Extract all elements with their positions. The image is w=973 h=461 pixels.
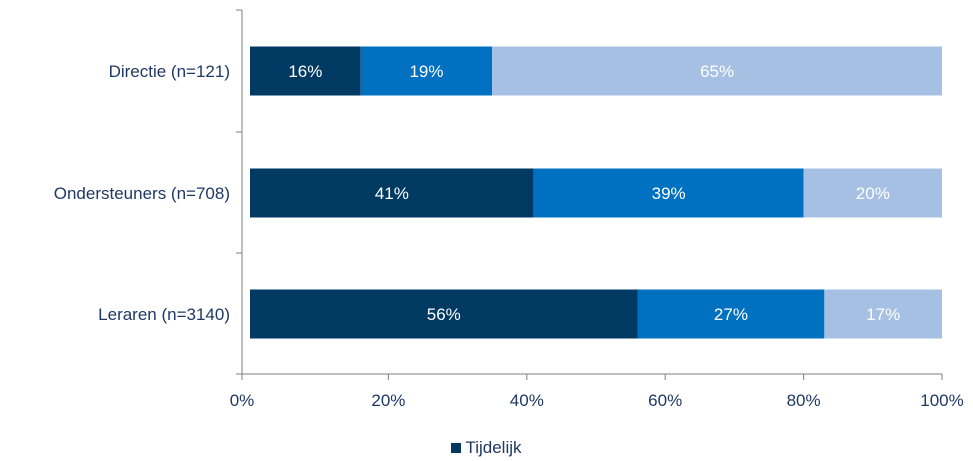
x-tick-label: 80% [787,391,821,410]
x-tick-label: 20% [371,391,405,410]
data-label: 27% [714,305,748,324]
data-label: 41% [375,184,409,203]
x-tick-label: 40% [510,391,544,410]
bar-segment [824,289,942,339]
x-tick-label: 100% [920,391,963,410]
bar-segment [803,168,942,218]
category-label: Ondersteuners (n=708) [54,184,230,203]
bar-segment [250,46,361,96]
chart-bars [250,46,942,339]
x-tick-label: 0% [230,391,255,410]
data-label: 17% [866,305,900,324]
data-label: 20% [856,184,890,203]
category-label: Leraren (n=3140) [98,305,230,324]
chart-labels: Directie (n=121) Ondersteuners (n=708) Ler… [54,62,900,324]
data-label: 16% [288,62,322,81]
bar-segment [250,168,534,218]
bar-segment [250,289,638,339]
legend-label-tijdelijk: Tijdelijk [465,438,522,457]
data-label: 56% [427,305,461,324]
bar-segment [637,289,825,339]
bar-segment [360,46,493,96]
data-label: 19% [409,62,443,81]
bar-segment [492,46,942,96]
x-tick-label: 60% [648,391,682,410]
data-label: 65% [700,62,734,81]
legend-swatch-tijdelijk [451,443,462,453]
category-label: Directie (n=121) [109,62,230,81]
data-label: 39% [652,184,686,203]
chart-legend: Tijdelijk [0,438,973,458]
bar-segment [533,168,804,218]
chart-axes: 0% 20% 40% 60% 80% 100% [230,9,964,410]
